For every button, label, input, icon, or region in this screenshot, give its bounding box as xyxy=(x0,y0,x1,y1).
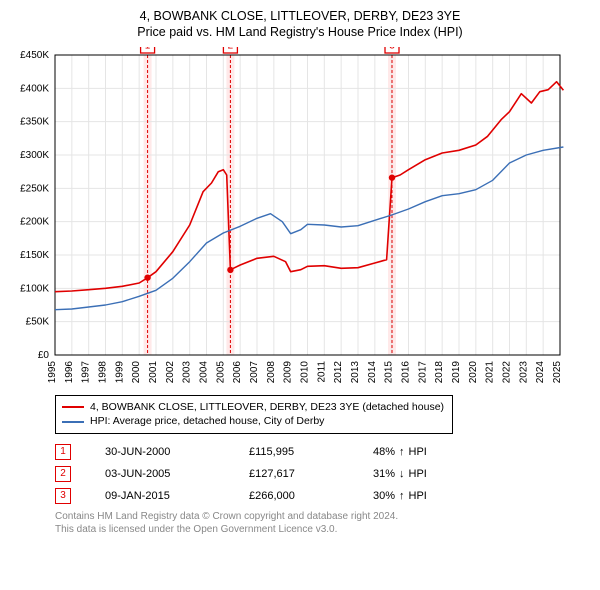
svg-text:£250K: £250K xyxy=(20,183,49,194)
legend-swatch xyxy=(62,421,84,423)
svg-text:£50K: £50K xyxy=(26,316,50,327)
event-date: 30-JUN-2000 xyxy=(105,446,215,458)
footer: Contains HM Land Registry data © Crown c… xyxy=(55,510,590,536)
svg-text:1996: 1996 xyxy=(64,360,75,383)
arrow-up-icon: ↑ xyxy=(399,490,405,502)
svg-text:2014: 2014 xyxy=(367,360,378,383)
event-date: 03-JUN-2005 xyxy=(105,468,215,480)
svg-text:2003: 2003 xyxy=(182,360,193,383)
svg-text:2002: 2002 xyxy=(165,360,176,383)
svg-text:2013: 2013 xyxy=(350,360,361,383)
event-date: 09-JAN-2015 xyxy=(105,490,215,502)
legend-item: 4, BOWBANK CLOSE, LITTLEOVER, DERBY, DE2… xyxy=(62,400,446,415)
event-delta-suffix: HPI xyxy=(409,490,427,502)
event-delta: 31% ↓ HPI xyxy=(373,468,427,480)
event-delta-suffix: HPI xyxy=(409,468,427,480)
svg-text:2024: 2024 xyxy=(535,360,546,383)
svg-text:1997: 1997 xyxy=(81,360,92,383)
event-row: 1 30-JUN-2000 £115,995 48% ↑ HPI xyxy=(55,444,590,460)
event-delta: 30% ↑ HPI xyxy=(373,490,427,502)
event-delta: 48% ↑ HPI xyxy=(373,446,427,458)
svg-text:£350K: £350K xyxy=(20,116,49,127)
svg-text:2: 2 xyxy=(228,47,234,52)
svg-text:2005: 2005 xyxy=(215,360,226,383)
svg-text:2025: 2025 xyxy=(552,360,563,383)
svg-text:1999: 1999 xyxy=(114,360,125,383)
event-badge: 3 xyxy=(55,488,71,504)
svg-text:2006: 2006 xyxy=(232,360,243,383)
arrow-down-icon: ↓ xyxy=(399,468,405,480)
title-line-1: 4, BOWBANK CLOSE, LITTLEOVER, DERBY, DE2… xyxy=(10,8,590,24)
chart-svg: £0 £50K £100K £150K £200K £250K £300K £350K £400… xyxy=(10,47,570,387)
svg-text:2001: 2001 xyxy=(148,360,159,383)
footer-line-1: Contains HM Land Registry data © Crown c… xyxy=(55,510,590,523)
svg-text:1: 1 xyxy=(145,47,151,52)
svg-text:2023: 2023 xyxy=(518,360,529,383)
event-delta-suffix: HPI xyxy=(409,446,427,458)
event-price: £266,000 xyxy=(249,490,339,502)
svg-text:2021: 2021 xyxy=(485,360,496,383)
event-row: 2 03-JUN-2005 £127,617 31% ↓ HPI xyxy=(55,466,590,482)
title-line-2: Price paid vs. HM Land Registry's House … xyxy=(10,24,590,40)
legend-item: HPI: Average price, detached house, City… xyxy=(62,414,446,429)
event-badge: 2 xyxy=(55,466,71,482)
event-row: 3 09-JAN-2015 £266,000 30% ↑ HPI xyxy=(55,488,590,504)
svg-text:£0: £0 xyxy=(38,350,50,361)
svg-text:£150K: £150K xyxy=(20,250,49,261)
legend-label: 4, BOWBANK CLOSE, LITTLEOVER, DERBY, DE2… xyxy=(90,400,444,415)
svg-text:2017: 2017 xyxy=(417,360,428,383)
chart-title: 4, BOWBANK CLOSE, LITTLEOVER, DERBY, DE2… xyxy=(10,8,590,41)
event-delta-pct: 31% xyxy=(373,468,395,480)
event-table: 1 30-JUN-2000 £115,995 48% ↑ HPI 2 03-JU… xyxy=(55,444,590,504)
svg-text:1995: 1995 xyxy=(47,360,58,383)
svg-text:2010: 2010 xyxy=(300,360,311,383)
svg-text:2000: 2000 xyxy=(131,360,142,383)
event-delta-pct: 30% xyxy=(373,490,395,502)
event-badge: 1 xyxy=(55,444,71,460)
svg-text:1998: 1998 xyxy=(98,360,109,383)
footer-line-2: This data is licensed under the Open Gov… xyxy=(55,523,590,536)
svg-text:2012: 2012 xyxy=(333,360,344,383)
svg-text:2020: 2020 xyxy=(468,360,479,383)
event-price: £115,995 xyxy=(249,446,339,458)
svg-text:2019: 2019 xyxy=(451,360,462,383)
svg-text:£450K: £450K xyxy=(20,50,49,61)
arrow-up-icon: ↑ xyxy=(399,446,405,458)
svg-text:£100K: £100K xyxy=(20,283,49,294)
legend: 4, BOWBANK CLOSE, LITTLEOVER, DERBY, DE2… xyxy=(55,395,453,434)
svg-text:2015: 2015 xyxy=(384,360,395,383)
svg-text:2007: 2007 xyxy=(249,360,260,383)
svg-text:2008: 2008 xyxy=(266,360,277,383)
svg-text:3: 3 xyxy=(389,47,395,52)
legend-swatch xyxy=(62,406,84,408)
svg-text:2018: 2018 xyxy=(434,360,445,383)
svg-text:2011: 2011 xyxy=(316,360,327,382)
svg-text:2022: 2022 xyxy=(502,360,513,383)
event-price: £127,617 xyxy=(249,468,339,480)
svg-text:2009: 2009 xyxy=(283,360,294,383)
event-delta-pct: 48% xyxy=(373,446,395,458)
svg-text:£400K: £400K xyxy=(20,83,49,94)
svg-text:2016: 2016 xyxy=(401,360,412,383)
chart: £0 £50K £100K £150K £200K £250K £300K £350K £400… xyxy=(10,47,590,387)
svg-text:£300K: £300K xyxy=(20,150,49,161)
svg-text:£200K: £200K xyxy=(20,216,49,227)
svg-text:2004: 2004 xyxy=(199,360,210,383)
legend-label: HPI: Average price, detached house, City… xyxy=(90,414,324,429)
